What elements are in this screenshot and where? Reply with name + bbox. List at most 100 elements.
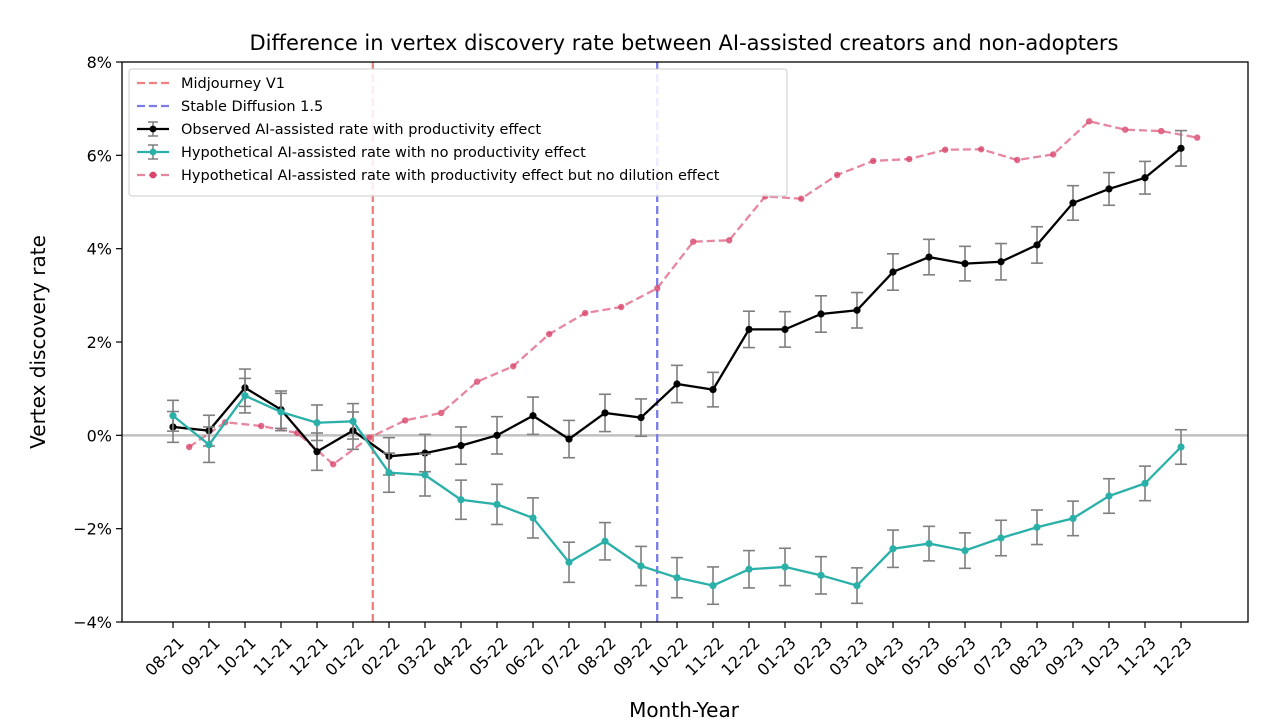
data-point	[1177, 144, 1185, 152]
data-point	[637, 562, 645, 570]
data-point	[1105, 492, 1113, 500]
data-point	[925, 540, 933, 548]
data-point	[1033, 241, 1041, 249]
data-point	[186, 443, 193, 451]
legend-swatch-marker	[149, 148, 157, 156]
chart-title: Difference in vertex discovery rate betw…	[249, 31, 1118, 55]
x-tick-label: 01-23	[753, 633, 799, 679]
y-tick-label: 8%	[87, 53, 112, 72]
data-point	[781, 325, 789, 333]
y-axis-title: Vertex discovery rate	[26, 235, 50, 449]
data-point	[1050, 151, 1057, 158]
data-point	[853, 306, 861, 314]
series-line-2	[188, 120, 1198, 466]
data-point	[673, 380, 681, 388]
legend-label: Stable Diffusion 1.5	[181, 99, 323, 115]
data-point	[942, 146, 949, 153]
data-point	[889, 545, 897, 553]
data-point	[529, 412, 537, 420]
x-tick-label: 08-23	[1005, 633, 1051, 679]
series-1	[167, 377, 1187, 606]
data-point	[1086, 118, 1093, 125]
data-point	[313, 419, 321, 427]
data-point	[601, 537, 609, 545]
data-point	[853, 582, 861, 590]
data-point	[421, 471, 429, 479]
legend-label: Hypothetical AI-assisted rate with produ…	[181, 168, 720, 184]
data-point	[582, 309, 589, 317]
data-point	[277, 408, 285, 416]
data-point	[745, 565, 753, 573]
data-point	[726, 237, 733, 244]
x-tick-label: 11-23	[1113, 633, 1159, 679]
x-tick-label: 09-21	[177, 633, 223, 679]
x-tick-label: 11-22	[681, 633, 727, 679]
legend-entry-3: Hypothetical AI-assisted rate with no pr…	[137, 144, 586, 161]
data-point	[349, 417, 357, 425]
legend-box	[128, 68, 788, 197]
x-tick-label: 08-22	[573, 633, 619, 679]
data-point	[709, 386, 717, 394]
data-point	[978, 146, 985, 153]
data-point	[1033, 523, 1041, 531]
data-point	[1141, 174, 1149, 182]
data-point	[889, 268, 897, 276]
x-tick-label: 02-22	[357, 633, 403, 679]
legend-entry-0: Midjourney V1	[137, 76, 285, 92]
data-point	[961, 547, 969, 555]
data-point	[474, 378, 481, 385]
x-tick-label: 08-21	[141, 633, 187, 679]
data-point	[366, 434, 373, 441]
data-point	[798, 195, 805, 202]
x-tick-label: 04-23	[861, 633, 907, 679]
x-axis-title: Month-Year	[629, 698, 740, 722]
y-tick-label: 0%	[87, 426, 112, 445]
data-point	[870, 157, 877, 165]
data-point	[925, 253, 933, 261]
x-tick-label: 09-22	[609, 633, 655, 679]
data-point	[1069, 199, 1077, 207]
data-point	[1122, 126, 1129, 133]
data-point	[906, 155, 913, 163]
data-point	[1069, 514, 1077, 523]
x-tick-label: 03-22	[393, 633, 439, 679]
data-point	[241, 392, 249, 400]
data-point	[529, 514, 537, 522]
x-tick-label: 02-23	[789, 633, 835, 679]
x-tick-label: 05-23	[897, 633, 943, 679]
data-point	[1158, 127, 1165, 135]
data-point	[618, 303, 625, 311]
data-point	[1141, 479, 1149, 487]
x-tick-label: 10-21	[213, 633, 259, 679]
data-point	[565, 435, 573, 443]
data-point	[709, 582, 717, 590]
x-tick-label: 07-23	[969, 633, 1015, 679]
y-tick-label: −2%	[73, 520, 112, 539]
legend-label: Midjourney V1	[181, 76, 285, 92]
legend-swatch-marker	[149, 125, 157, 133]
data-point	[421, 449, 429, 457]
data-point	[997, 258, 1005, 266]
x-tick-label: 03-23	[825, 633, 871, 679]
series-2	[186, 118, 1201, 468]
data-point	[457, 496, 465, 504]
data-point	[997, 534, 1005, 542]
y-tick-label: 2%	[87, 333, 112, 352]
data-point	[493, 431, 501, 439]
data-point	[313, 448, 321, 456]
data-point	[601, 409, 609, 417]
data-point	[1194, 134, 1201, 141]
legend-entry-1: Stable Diffusion 1.5	[137, 99, 323, 115]
data-point	[673, 574, 681, 582]
data-point	[1105, 185, 1113, 193]
y-tick-label: −4%	[73, 613, 112, 632]
x-tick-label: 10-22	[645, 633, 691, 679]
y-tick-label: 4%	[87, 240, 112, 259]
data-point	[385, 469, 393, 477]
data-point	[169, 412, 177, 420]
x-tick-label: 05-22	[465, 633, 511, 679]
legend-label: Observed AI-assisted rate with productiv…	[181, 122, 541, 138]
data-point	[834, 171, 841, 179]
x-tick-label: 09-23	[1041, 633, 1087, 679]
